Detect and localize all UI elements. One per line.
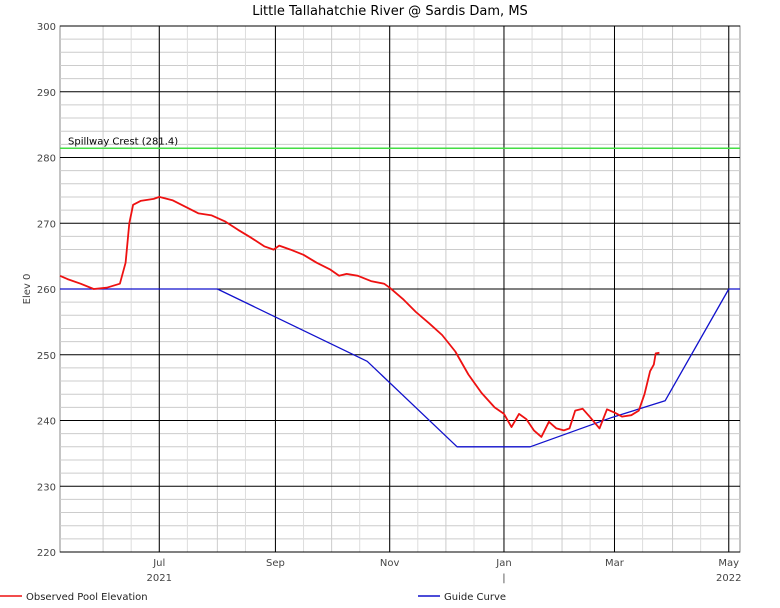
x-tick-label: Mar — [605, 558, 625, 569]
x-tick-label: May — [718, 558, 739, 569]
legend-label-observed: Observed Pool Elevation — [26, 592, 148, 603]
x-tick-label: Jan — [495, 558, 511, 569]
y-tick-label: 280 — [37, 154, 56, 165]
y-axis-label: Elev 0 — [22, 274, 33, 305]
spillway-crest-label: Spillway Crest (281.4) — [68, 136, 178, 147]
legend-label-guide: Guide Curve — [444, 592, 506, 603]
y-tick-label: 300 — [37, 22, 56, 33]
y-tick-label: 250 — [37, 351, 56, 362]
x-tick-label: Nov — [380, 558, 400, 569]
y-tick-label: 290 — [37, 88, 56, 99]
y-tick-label: 230 — [37, 482, 56, 493]
annotations: Spillway Crest (281.4) — [60, 136, 740, 150]
chart-title: Little Tallahatchie River @ Sardis Dam, … — [252, 4, 528, 19]
y-tick-label: 260 — [37, 285, 56, 296]
major-grid — [60, 25, 740, 553]
x-tick-sublabel: 2022 — [716, 573, 741, 584]
x-tick-label: Jul — [152, 558, 165, 569]
x-tick-sublabel: | — [502, 573, 505, 584]
x-axis-ticks: Jul 2021 Sep Nov Jan | Mar May 2022 — [147, 558, 742, 584]
x-tick-sublabel: 2021 — [147, 573, 172, 584]
legend: Observed Pool Elevation Guide Curve — [0, 592, 506, 603]
y-tick-label: 220 — [37, 548, 56, 559]
y-tick-label: 270 — [37, 219, 56, 230]
x-tick-label: Sep — [266, 558, 285, 569]
y-tick-label: 240 — [37, 417, 56, 428]
y-axis-ticks: 220 230 240 250 260 270 280 290 300 — [37, 22, 56, 559]
observed-pool-elevation-line — [59, 195, 660, 438]
series-lines — [59, 195, 740, 448]
guide-curve-line — [60, 288, 740, 448]
